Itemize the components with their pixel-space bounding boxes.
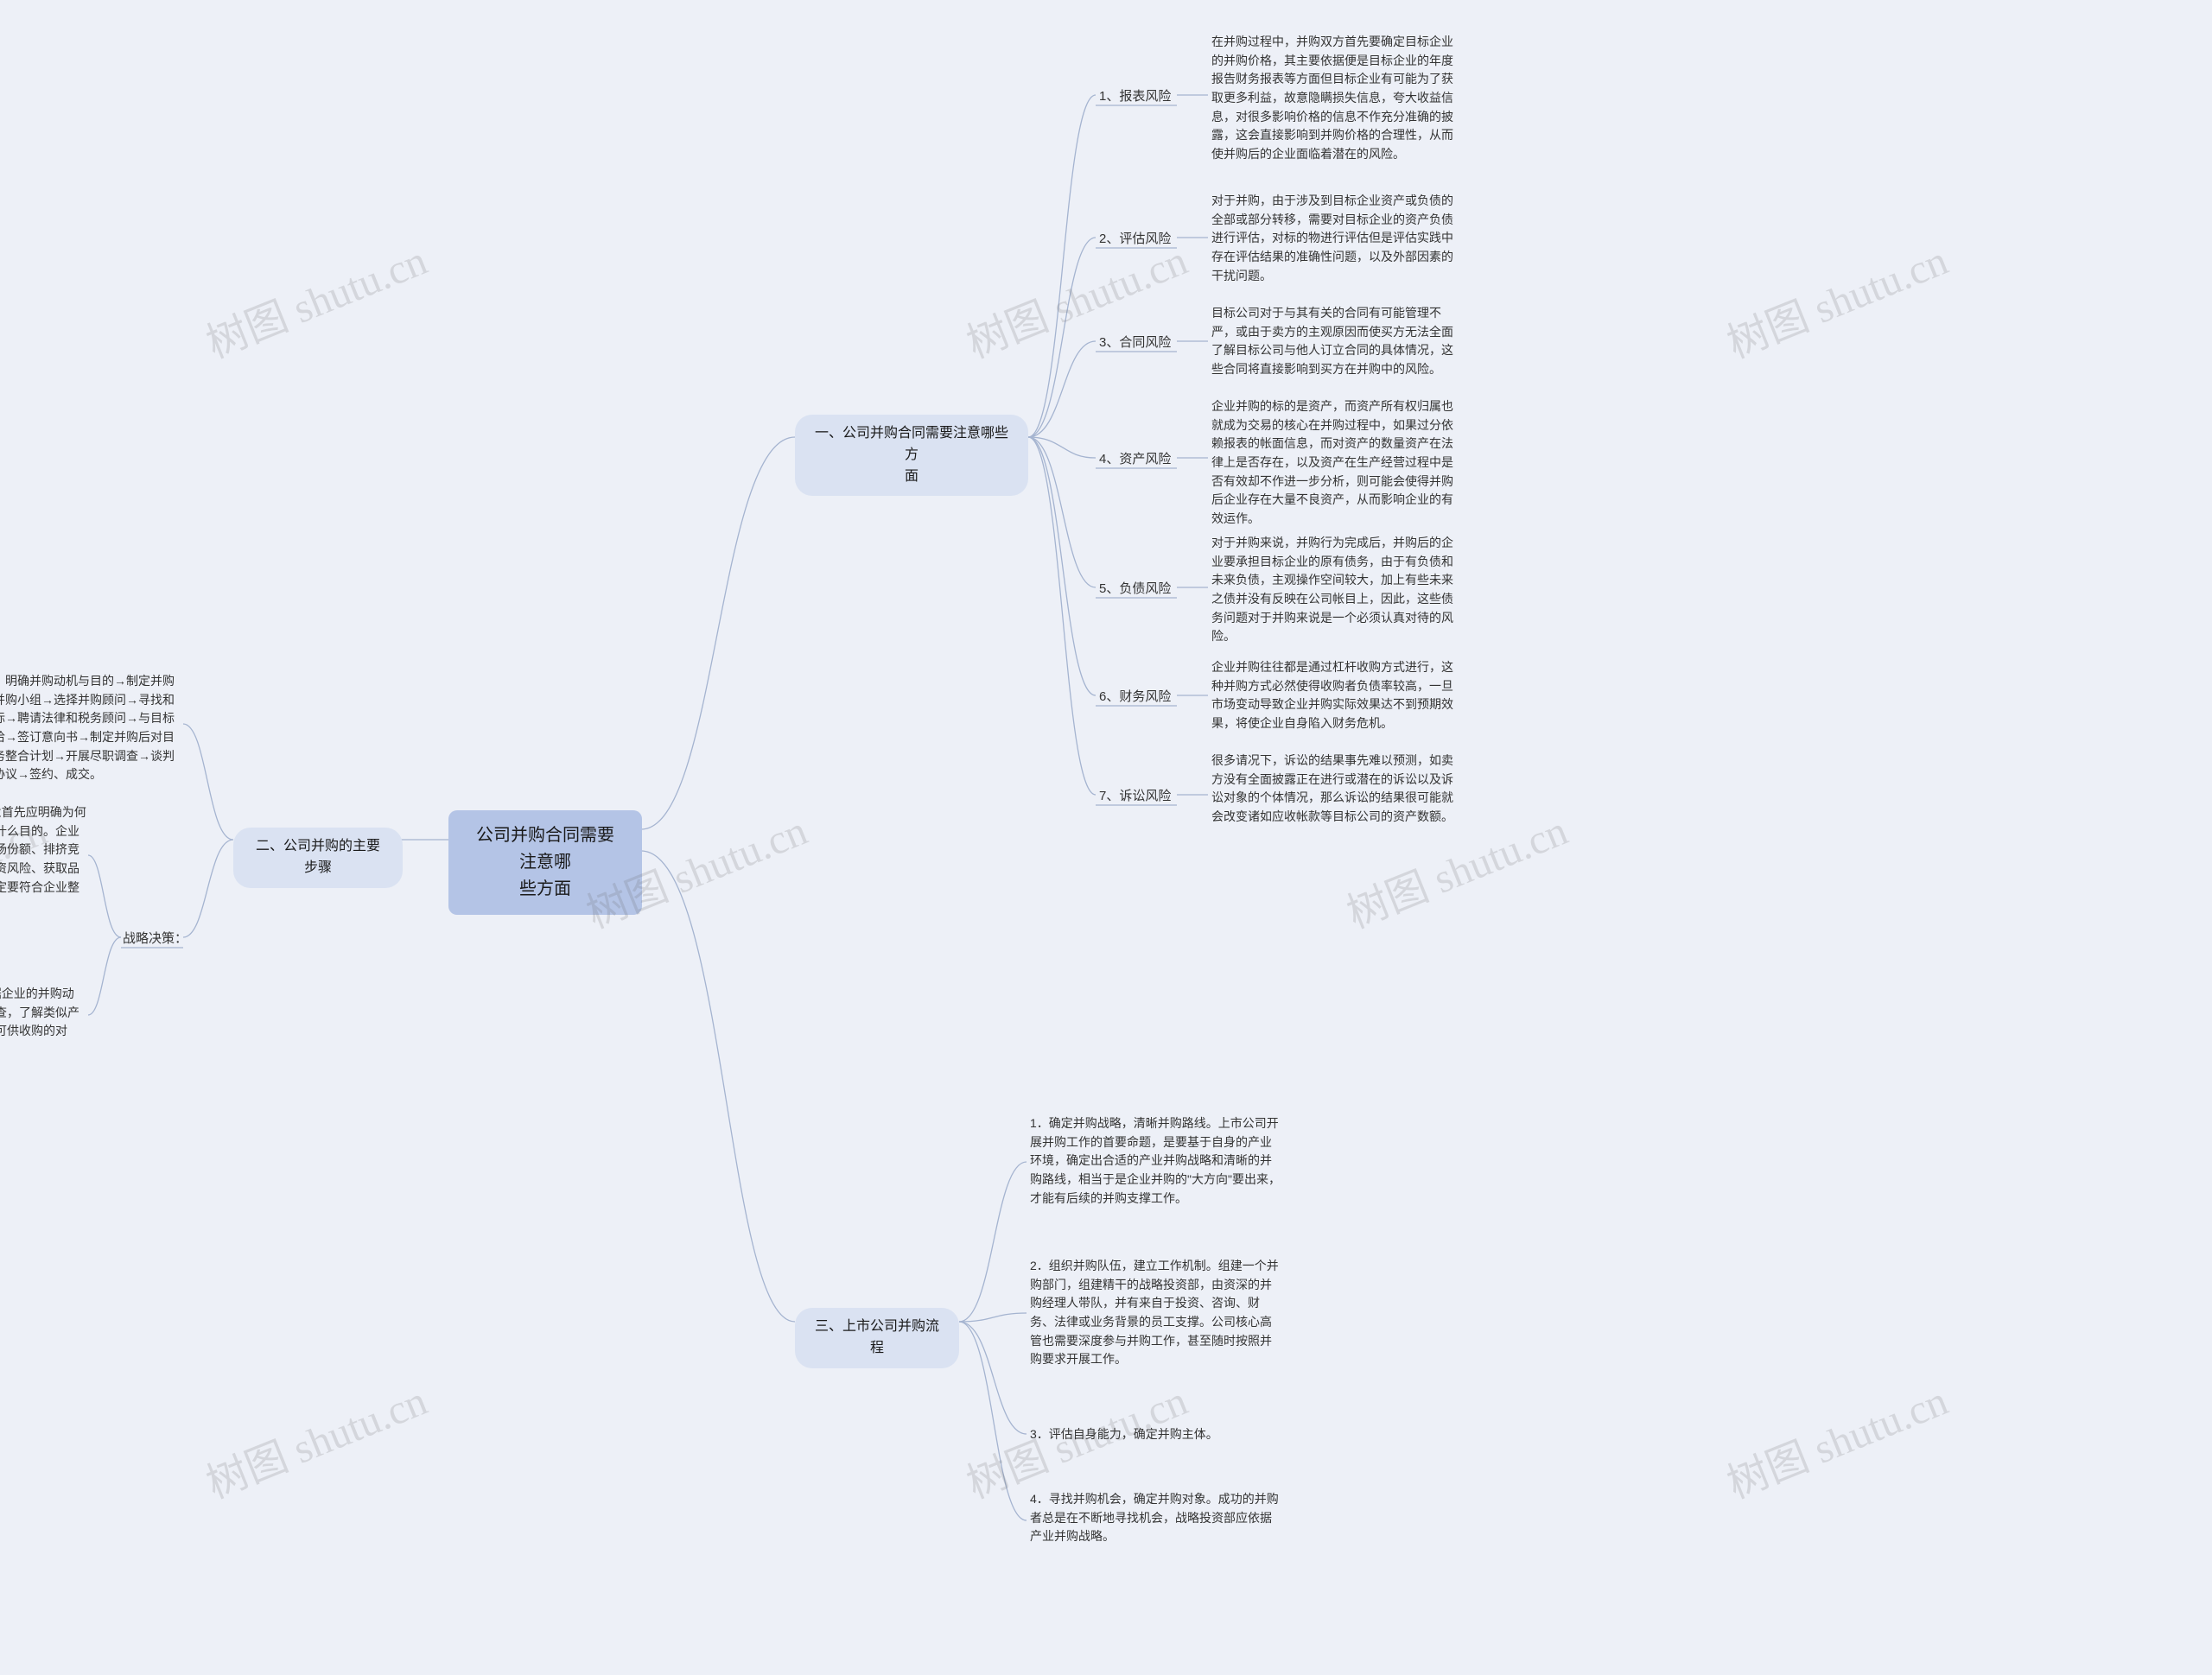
- branch-1-l2: 面: [905, 469, 918, 484]
- risk-4-label: 4、资产风险: [1099, 449, 1171, 469]
- risk-4-text: 企业并购的标的是资产，而资产所有权归属也就成为交易的核心在并购过程中，如果过分依…: [1211, 397, 1462, 529]
- root-node: 公司并购合同需要注意哪 些方面: [448, 810, 642, 915]
- watermark-7: 树图 shutu.cn: [196, 1367, 435, 1510]
- risk-3-text: 目标公司对于与其有关的合同有可能管理不严，或由于卖方的主观原因而使买方无法全面了…: [1211, 304, 1462, 379]
- risk-6-text: 企业并购往往都是通过杠杆收购方式进行，这种并购方式必然使得收购者负债率较高，一旦…: [1211, 658, 1462, 733]
- watermark-9: 树图 shutu.cn: [1717, 1367, 1955, 1510]
- risk-6-label: 6、财务风险: [1099, 687, 1171, 707]
- branch-2-label: 二、公司并购的主要步骤: [256, 839, 380, 875]
- risk-1-label: 1、报表风险: [1099, 86, 1171, 106]
- branch-1-l1: 一、公司并购合同需要注意哪些方: [815, 426, 1008, 462]
- risk-2-label: 2、评估风险: [1099, 229, 1171, 249]
- b2-item-2-label: 战略决策：: [123, 929, 188, 949]
- b2-item-1: 基本流程为：明确并购动机与目的→制定并购战略→成立并购小组→选择并购顾问→寻找和…: [0, 672, 183, 784]
- b3-item-4: 4．寻找并购机会，确定并购对象。成功的并购者总是在不断地寻找机会，战略投资部应依…: [1030, 1490, 1281, 1546]
- risk-5-text: 对于并购来说，并购行为完成后，并购后的企业要承担目标企业的原有债务，由于有负债和…: [1211, 534, 1462, 646]
- risk-2-text: 对于并购，由于涉及到目标企业资产或负债的全部或部分转移，需要对目标企业的资产负债…: [1211, 192, 1462, 285]
- risk-3-label: 3、合同风险: [1099, 333, 1171, 352]
- b2-item-2-sub-1: 1．明确并购动机和目的：企业首先应明确为何要进行并购，通过并购想达到什么目的。企…: [0, 803, 88, 916]
- root-title-l2: 些方面: [519, 879, 571, 898]
- branch-3: 三、上市公司并购流程: [795, 1308, 959, 1368]
- branch-1: 一、公司并购合同需要注意哪些方 面: [795, 415, 1028, 496]
- risk-7-text: 很多请况下，诉讼的结果事先难以预测，如卖方没有全面披露正在进行或潜在的诉讼以及诉…: [1211, 752, 1462, 827]
- b3-item-2: 2．组织并购队伍，建立工作机制。组建一个并购部门，组建精干的战略投资部，由资深的…: [1030, 1257, 1281, 1369]
- b2-item-2-sub-2: 2．进行市场观察和调查：根据企业的并购动机，对相关市场进行关注和调查，了解类似产…: [0, 985, 88, 1060]
- branch-2: 二、公司并购的主要步骤: [233, 828, 403, 888]
- watermark-1: 树图 shutu.cn: [196, 226, 435, 370]
- watermark-3: 树图 shutu.cn: [1717, 226, 1955, 370]
- risk-7-label: 7、诉讼风险: [1099, 786, 1171, 806]
- root-title-l1: 公司并购合同需要注意哪: [476, 826, 614, 872]
- risk-5-label: 5、负债风险: [1099, 579, 1171, 599]
- risk-1-text: 在并购过程中，并购双方首先要确定目标企业的并购价格，其主要依据便是目标企业的年度…: [1211, 33, 1462, 164]
- branch-3-label: 三、上市公司并购流程: [815, 1319, 939, 1355]
- b3-item-3: 3．评估自身能力，确定并购主体。: [1030, 1425, 1281, 1444]
- b3-item-1: 1．确定并购战略，清晰并购路线。上市公司开展并购工作的首要命题，是要基于自身的产…: [1030, 1114, 1281, 1208]
